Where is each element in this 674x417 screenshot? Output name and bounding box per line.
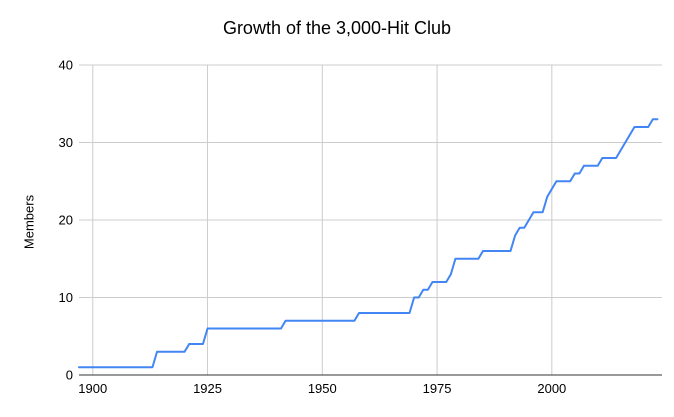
x-tick-label: 1975 (423, 381, 452, 396)
y-tick-label: 20 (59, 213, 73, 228)
y-tick-label: 10 (59, 290, 73, 305)
y-tick-label: 0 (66, 368, 73, 383)
x-tick-label: 2000 (537, 381, 566, 396)
chart-title: Growth of the 3,000-Hit Club (222, 18, 452, 38)
x-tick-label: 1900 (78, 381, 107, 396)
x-tick-label: 1950 (308, 381, 337, 396)
y-tick-label: 30 (59, 135, 73, 150)
x-tick-label: 1925 (193, 381, 222, 396)
series-line (78, 118, 659, 369)
y-tick-label: 40 (59, 58, 73, 73)
